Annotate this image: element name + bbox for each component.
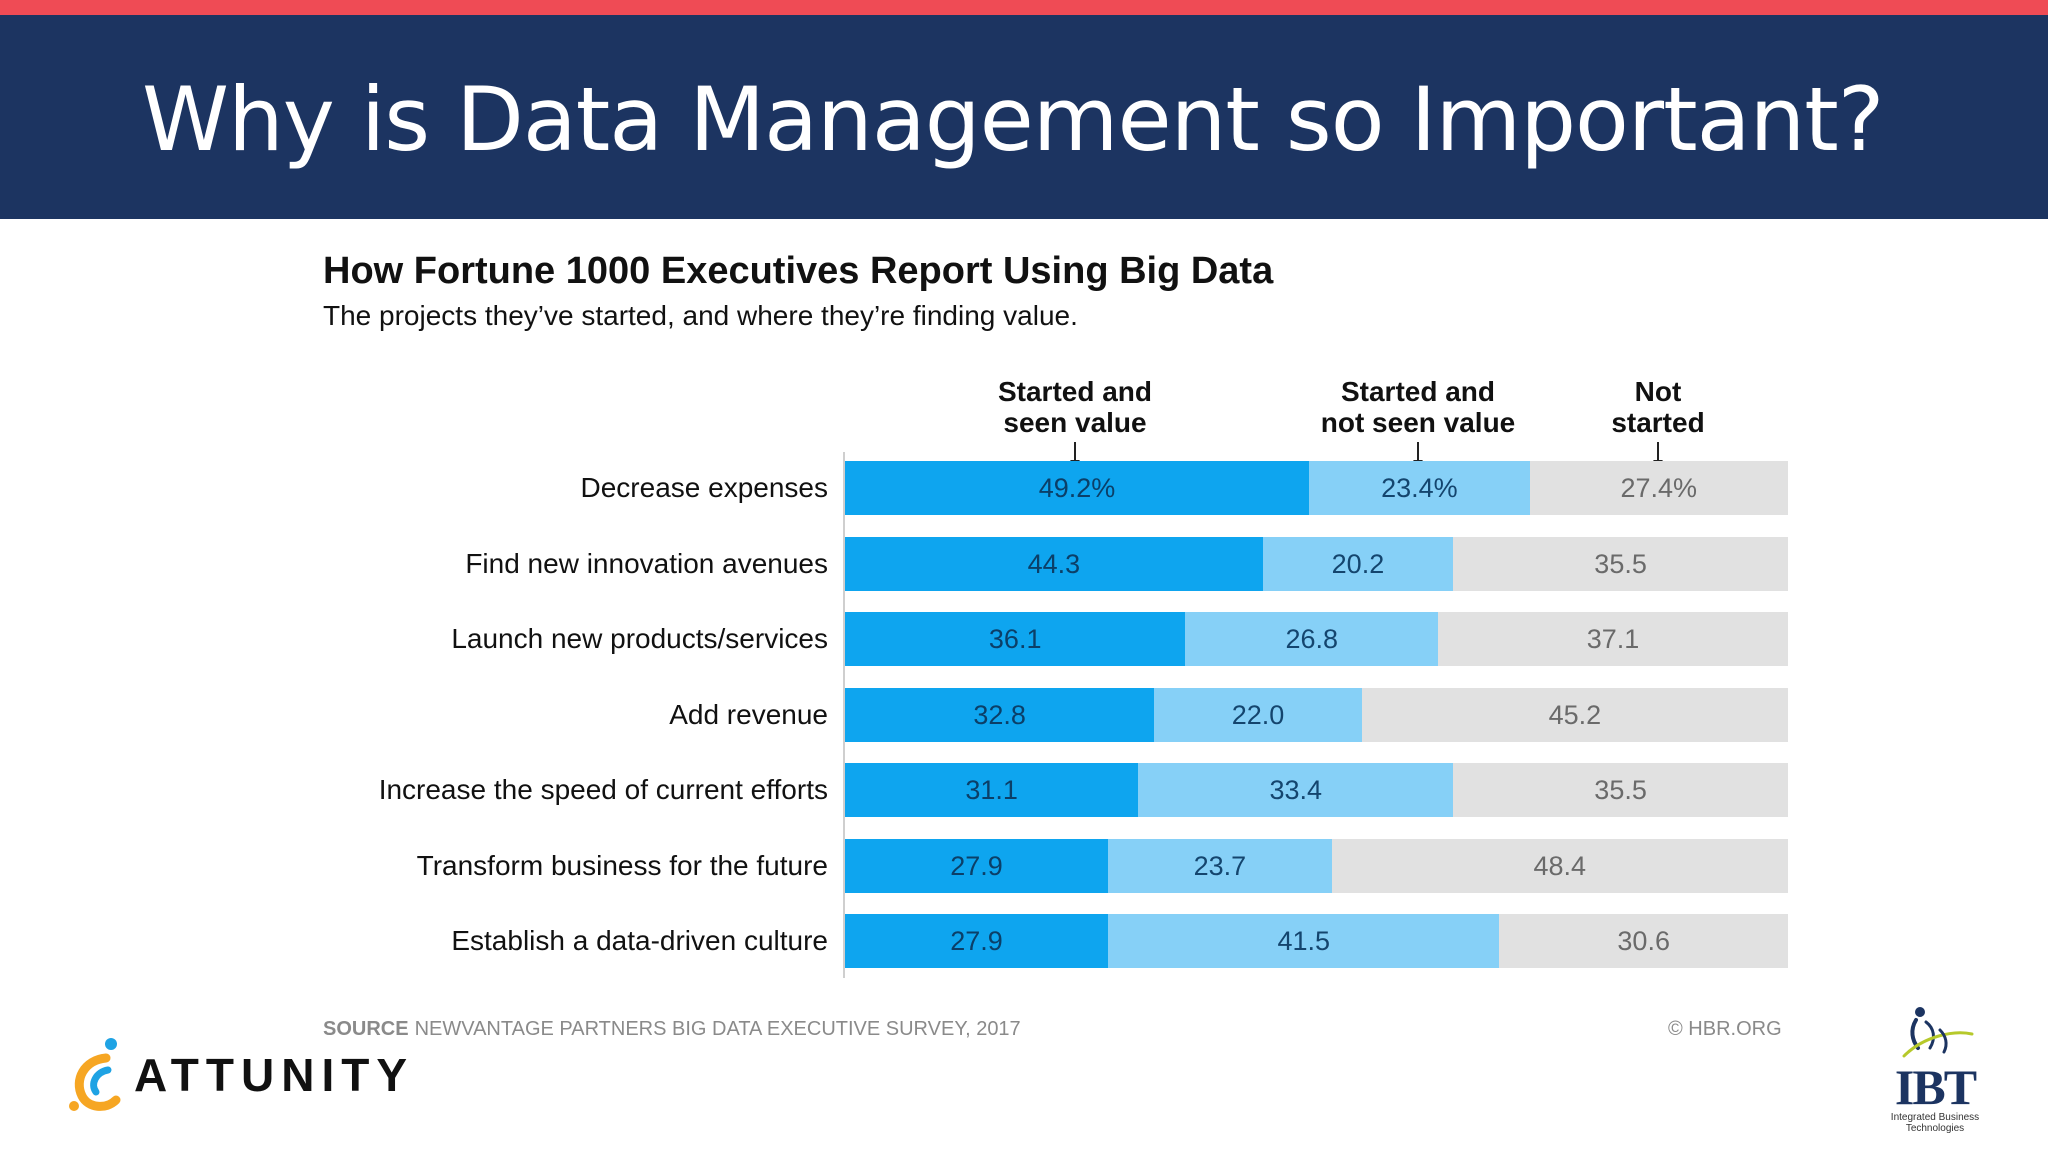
attunity-wordmark: ATTUNITY — [134, 1049, 415, 1101]
ibt-tagline-line-1: Integrated Business — [1890, 1112, 1980, 1123]
source-label: SOURCE — [323, 1018, 409, 1040]
source-text: NEWVANTAGE PARTNERS BIG DATA EXECUTIVE S… — [414, 1018, 1021, 1040]
bar-not-started: 48.4 — [1331, 838, 1788, 893]
bar-seen-value: 44.3 — [845, 536, 1263, 591]
legend-label-not-started-line-2: started — [1611, 407, 1705, 438]
source-note: SOURCE NEWVANTAGE PARTNERS BIG DATA EXECU… — [323, 1018, 1021, 1041]
bar-seen-value: 49.2% — [845, 461, 1309, 515]
bar-not-started: 37.1 — [1438, 612, 1788, 666]
legend-arrow-seen — [1070, 442, 1080, 466]
legend-label-not-seen-line-2: not seen value — [1320, 407, 1516, 438]
bar-not-seen-value: 23.4% — [1309, 461, 1530, 515]
legend-label-seen-line-2: seen value — [1003, 407, 1147, 438]
category-label: Transform business for the future — [416, 849, 828, 881]
ibt-figures-logo-icon — [1902, 1007, 1974, 1058]
category-axis-line — [843, 452, 845, 978]
category-label: Decrease expenses — [580, 472, 828, 503]
bar-not-started: 30.6 — [1499, 914, 1788, 968]
legend-label-not-seen: Started and not seen value — [1288, 376, 1548, 438]
chart-title: How Fortune 1000 Executives Report Using… — [323, 250, 1274, 292]
bar-not-seen-value: 41.5 — [1108, 914, 1500, 968]
bar-seen-value: 36.1 — [845, 612, 1186, 666]
bar-not-seen-value: 20.2 — [1262, 536, 1454, 591]
bar-not-started: 27.4% — [1529, 461, 1788, 515]
copyright: © HBR.ORG — [1668, 1018, 1782, 1040]
slide-title: Why is Data Management so Important? — [142, 68, 1884, 171]
category-label: Launch new products/services — [451, 623, 828, 654]
category-label: Establish a data-driven culture — [451, 925, 828, 956]
bar-not-started: 35.5 — [1453, 536, 1788, 591]
bar-not-seen-value: 22.0 — [1154, 687, 1362, 742]
category-label: Add revenue — [669, 698, 828, 730]
legend-label-not-started: Not started — [1528, 376, 1788, 438]
top-accent-stripe — [0, 0, 2048, 15]
legend-label-not-seen-line-1: Started and — [1340, 376, 1496, 407]
ibt-wordmark: IBT — [1894, 1059, 1977, 1115]
legend-label-seen: Started and seen value — [945, 376, 1205, 438]
ibt-tagline-line-2: Technologies — [1905, 1123, 1965, 1134]
category-label: Find new innovation avenues — [465, 547, 828, 579]
ibt-tagline: Integrated Business Technologies — [1870, 1112, 2000, 1134]
bar-not-seen-value: 33.4 — [1138, 763, 1454, 817]
bar-seen-value: 27.9 — [845, 838, 1109, 893]
bar-seen-value: 32.8 — [845, 687, 1155, 742]
legend-label-seen-line-1: Started and — [997, 376, 1153, 407]
legend-arrow-not-started — [1653, 442, 1663, 466]
attunity-logo-icon — [69, 1038, 121, 1111]
legend-label-not-started-line-1: Not — [1634, 376, 1682, 407]
title-bar — [0, 15, 2048, 219]
legend-arrow-not-seen — [1413, 442, 1423, 466]
bar-not-started: 35.5 — [1453, 763, 1788, 817]
bar-seen-value: 31.1 — [845, 763, 1139, 817]
bar-not-seen-value: 23.7 — [1108, 838, 1332, 893]
bar-not-started: 45.2 — [1361, 687, 1788, 742]
bar-seen-value: 27.9 — [845, 914, 1109, 968]
category-label: Increase the speed of current efforts — [378, 774, 828, 805]
chart-subtitle: The projects they’ve started, and where … — [323, 300, 1078, 331]
bar-not-seen-value: 26.8 — [1185, 612, 1439, 666]
